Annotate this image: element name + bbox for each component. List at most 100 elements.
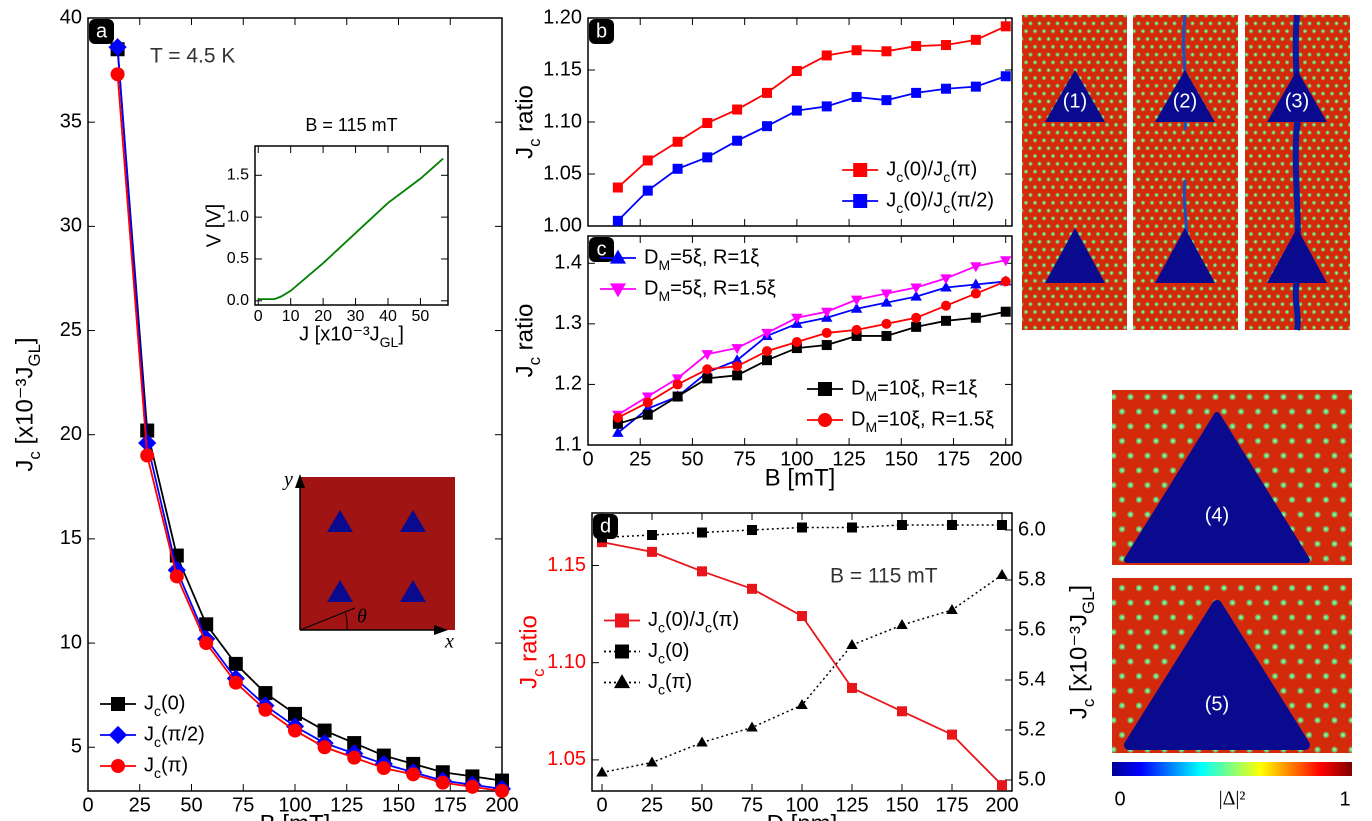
marker (791, 313, 803, 324)
series-line (617, 310, 1006, 425)
marker (911, 41, 922, 52)
hole (1124, 412, 1310, 563)
hole (1155, 228, 1215, 283)
marker (897, 520, 907, 530)
hole (1045, 228, 1105, 283)
marker (850, 302, 863, 313)
y-tick-label: 1.2 (554, 373, 582, 395)
x-label: x (444, 631, 454, 653)
legend-marker (111, 759, 125, 773)
marker (997, 780, 1007, 791)
legend-marker (111, 697, 125, 711)
marker (347, 736, 362, 751)
panel-label: a (96, 20, 108, 42)
x-axis-label: D [nm] (767, 810, 838, 821)
inset-title: B = 115 mT (305, 115, 397, 135)
x-tick-label: 0 (582, 448, 593, 470)
hole (1155, 70, 1215, 122)
angle-arc (344, 611, 348, 631)
marker (896, 619, 908, 629)
series-line (617, 25, 1007, 189)
y-tick-label: 1.15 (543, 58, 582, 80)
y-tick-label: 30 (60, 215, 82, 237)
x-axis-label: B [mT] (765, 464, 836, 491)
x-tick-label: 50 (412, 308, 430, 325)
marker (947, 520, 957, 530)
legend: DM=5ξ, R=1ξ DM=5ξ, R=1.5ξ (600, 246, 776, 304)
marker (641, 392, 654, 403)
marker (199, 636, 214, 651)
marker (612, 426, 624, 437)
legend: DM=10ξ, R=1ξ DM=10ξ, R=1.5ξ (807, 377, 994, 435)
marker (881, 46, 892, 57)
marker (761, 355, 772, 366)
y-tick-label: 1.4 (554, 252, 582, 274)
marker (732, 361, 743, 372)
y-axis-label: Jc ratio (511, 304, 544, 378)
marker (881, 318, 892, 329)
marker (847, 522, 857, 533)
legend: Jc(0) Jc(π/2) Jc(π) (100, 692, 205, 781)
legend-label: DM=5ξ, R=1ξ (644, 246, 759, 272)
marker (761, 328, 773, 339)
x-tick-label: 30 (347, 308, 365, 325)
x-tick-label: 50 (691, 794, 713, 816)
x-tick-label: 50 (681, 448, 703, 470)
marker (797, 522, 807, 533)
marker (970, 288, 981, 299)
marker (671, 374, 684, 385)
annotation: T = 4.5 K (150, 45, 235, 68)
y-axis-label: Jc ratio (515, 615, 548, 689)
hole (1124, 600, 1310, 750)
marker (228, 675, 243, 690)
marker (910, 290, 922, 301)
legend-marker (853, 194, 868, 208)
marker (169, 569, 184, 584)
marker (911, 87, 922, 98)
marker (796, 699, 808, 709)
x-tick-label: 125 (835, 794, 868, 816)
x-tick-label: 100 (785, 794, 818, 816)
marker (846, 639, 858, 649)
marker (597, 532, 607, 543)
hole (327, 510, 353, 532)
marker (761, 121, 772, 132)
x-tick-label: 150 (885, 448, 918, 470)
x-tick-label: 100 (780, 448, 813, 470)
y-tick-label: 10 (60, 631, 82, 653)
sample (300, 477, 455, 630)
marker (258, 702, 273, 717)
marker (850, 295, 863, 306)
y2-tick-label: 5.4 (1018, 668, 1046, 690)
marker (702, 373, 713, 384)
y2-tick-label: 5.6 (1018, 618, 1046, 640)
x-tick-label: 25 (129, 794, 151, 816)
marker (797, 611, 807, 622)
marker (847, 682, 857, 693)
marker (228, 656, 243, 671)
hole (1045, 70, 1105, 122)
marker (1000, 71, 1011, 82)
marker (910, 283, 922, 294)
marker (642, 185, 653, 196)
hole (1267, 70, 1327, 122)
series-line (617, 259, 1006, 416)
y-tick-label: 15 (60, 527, 82, 549)
marker (672, 136, 683, 147)
marker (612, 418, 623, 429)
marker (697, 527, 707, 538)
y-axis-label: Jc ratio (511, 85, 544, 159)
marker (940, 281, 952, 292)
marker (970, 81, 981, 92)
marker (911, 312, 922, 323)
x-tick-label: 75 (232, 794, 254, 816)
marker (1000, 276, 1011, 287)
snapshot-label: (4) (1205, 504, 1229, 526)
marker (851, 330, 862, 341)
angle-label: θ (357, 606, 367, 628)
panel-badge (89, 19, 114, 44)
legend-label: DM=10ξ, R=1ξ (851, 377, 977, 403)
marker (702, 152, 713, 163)
snapshot-label: (3) (1285, 90, 1309, 112)
